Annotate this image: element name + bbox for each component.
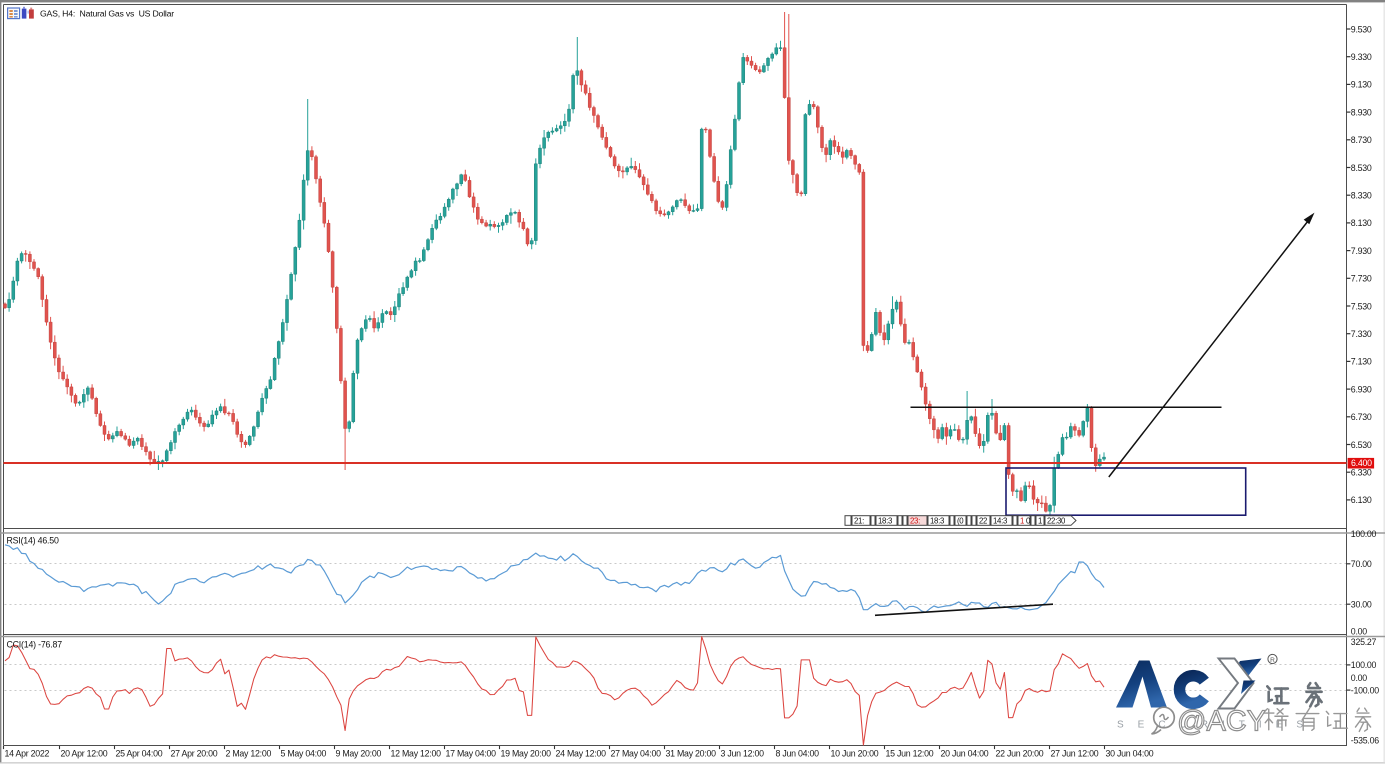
svg-text:15 Jun 12:00: 15 Jun 12:00 xyxy=(886,748,934,758)
svg-text:SECURITIES: SECURITIES xyxy=(1117,720,1317,731)
svg-text:8.930: 8.930 xyxy=(1351,107,1372,117)
svg-text:17 May 04:00: 17 May 04:00 xyxy=(446,748,497,758)
svg-text:6.330: 6.330 xyxy=(1351,468,1372,478)
svg-text:22:30: 22:30 xyxy=(1047,517,1066,526)
svg-text:6.730: 6.730 xyxy=(1351,412,1372,422)
svg-text:9.130: 9.130 xyxy=(1351,80,1372,90)
svg-text:22 Jun 20:00: 22 Jun 20:00 xyxy=(996,748,1044,758)
svg-text:7.530: 7.530 xyxy=(1351,301,1372,311)
svg-text:30.00: 30.00 xyxy=(1351,600,1372,610)
svg-text:325.27: 325.27 xyxy=(1351,637,1377,647)
svg-text:25 Apr 04:00: 25 Apr 04:00 xyxy=(116,748,163,758)
svg-text:24 May 12:00: 24 May 12:00 xyxy=(556,748,607,758)
svg-text:R: R xyxy=(1270,657,1275,664)
svg-text:27 Apr 20:00: 27 Apr 20:00 xyxy=(171,748,218,758)
svg-text:7.330: 7.330 xyxy=(1351,329,1372,339)
svg-text:GAS, H4: Natural Gas vs US D: GAS, H4: Natural Gas vs US Dollar xyxy=(40,9,174,19)
svg-text:14:3: 14:3 xyxy=(993,517,1007,526)
svg-text:20 Jun 04:00: 20 Jun 04:00 xyxy=(941,748,989,758)
svg-text:31 May 20:00: 31 May 20:00 xyxy=(666,748,717,758)
svg-text:8.130: 8.130 xyxy=(1351,218,1372,228)
svg-text:27 Jun 12:00: 27 Jun 12:00 xyxy=(1051,748,1099,758)
svg-text:8.330: 8.330 xyxy=(1351,191,1372,201)
svg-text:9 May 20:00: 9 May 20:00 xyxy=(336,748,382,758)
svg-text:0.00: 0.00 xyxy=(1351,673,1367,683)
svg-text:7.930: 7.930 xyxy=(1351,246,1372,256)
svg-text:0: 0 xyxy=(1026,517,1031,526)
svg-text:19 May 20:00: 19 May 20:00 xyxy=(501,748,552,758)
svg-text:12 May 12:00: 12 May 12:00 xyxy=(391,748,442,758)
svg-text:21:: 21: xyxy=(854,517,864,526)
svg-text:-100.00: -100.00 xyxy=(1351,685,1379,695)
svg-text:6.130: 6.130 xyxy=(1351,495,1372,505)
svg-text:CCI(14) -76.87: CCI(14) -76.87 xyxy=(7,640,63,650)
svg-text:70.00: 70.00 xyxy=(1351,559,1372,569)
svg-text:6.530: 6.530 xyxy=(1351,440,1372,450)
svg-text:14 Apr 2022: 14 Apr 2022 xyxy=(5,748,50,758)
svg-text:10 Jun 20:00: 10 Jun 20:00 xyxy=(831,748,879,758)
svg-text:22: 22 xyxy=(979,517,987,526)
svg-text:27 May 04:00: 27 May 04:00 xyxy=(611,748,662,758)
svg-text:100.00: 100.00 xyxy=(1351,660,1377,670)
svg-text:3 Jun 12:00: 3 Jun 12:00 xyxy=(721,748,765,758)
svg-text:2 May 12:00: 2 May 12:00 xyxy=(226,748,272,758)
svg-text:9.330: 9.330 xyxy=(1351,52,1372,62)
svg-text:20 Apr 12:00: 20 Apr 12:00 xyxy=(61,748,108,758)
svg-text:(0: (0 xyxy=(957,517,964,526)
svg-text:7.730: 7.730 xyxy=(1351,274,1372,284)
svg-text:-535.06: -535.06 xyxy=(1351,735,1379,745)
svg-text:1: 1 xyxy=(1038,517,1042,526)
svg-text:1: 1 xyxy=(1020,517,1024,526)
svg-text:18:3: 18:3 xyxy=(878,517,892,526)
svg-text:6.400: 6.400 xyxy=(1351,458,1372,468)
svg-text:7.130: 7.130 xyxy=(1351,357,1372,367)
svg-text:9.530: 9.530 xyxy=(1351,24,1372,34)
svg-text:23:: 23: xyxy=(910,517,920,526)
svg-text:RSI(14) 46.50: RSI(14) 46.50 xyxy=(7,536,59,546)
svg-text:8 Jun 04:00: 8 Jun 04:00 xyxy=(776,748,820,758)
svg-text:100.00: 100.00 xyxy=(1351,529,1377,539)
svg-text:@ACY: @ACY xyxy=(1177,706,1266,738)
svg-text:30 Jun 04:00: 30 Jun 04:00 xyxy=(1106,748,1154,758)
svg-text:8.730: 8.730 xyxy=(1351,135,1372,145)
svg-text:5 May 04:00: 5 May 04:00 xyxy=(281,748,327,758)
svg-text:0.00: 0.00 xyxy=(1351,627,1367,637)
svg-text:6.930: 6.930 xyxy=(1351,384,1372,394)
svg-text:8.530: 8.530 xyxy=(1351,163,1372,173)
svg-text:18:3: 18:3 xyxy=(930,517,944,526)
